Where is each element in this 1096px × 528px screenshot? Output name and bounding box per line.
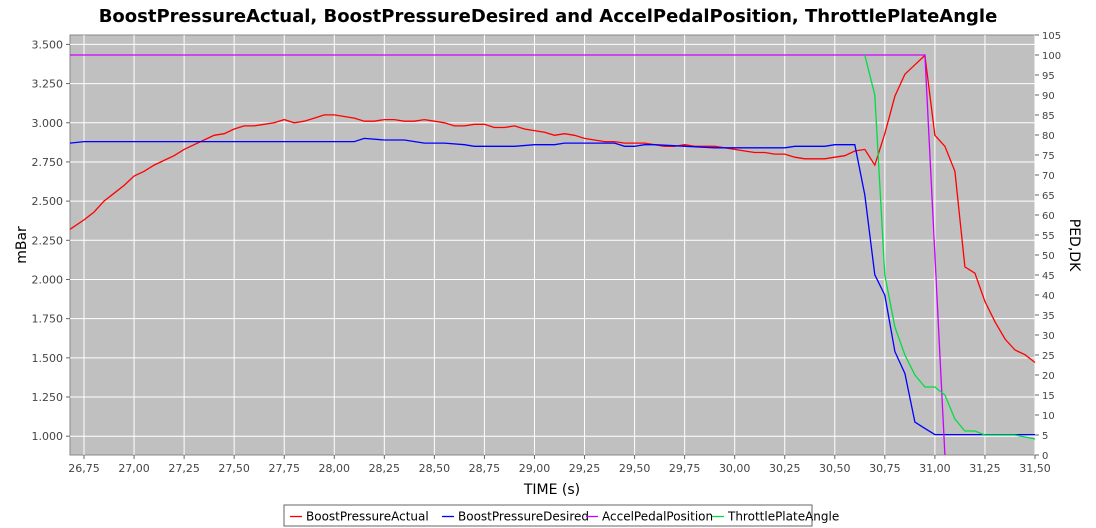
- x-tick-label: 30,50: [819, 462, 851, 475]
- y-tick-label: 2.250: [32, 234, 64, 247]
- y2-tick-label: 75: [1042, 151, 1055, 162]
- y-tick-label: 3.000: [32, 117, 64, 130]
- y2-tick-label: 105: [1042, 31, 1061, 42]
- x-tick-label: 28,25: [369, 462, 401, 475]
- y-tick-label: 3.500: [32, 38, 64, 51]
- y-axis-right: 0 5 10 15 20 25 30 35 40 45 50 55 60 65 70 75 80 85 90 95 10…: [1035, 31, 1061, 462]
- y-tick-label: 2.000: [32, 273, 64, 286]
- y2-tick-label: 65: [1042, 191, 1055, 202]
- y2-tick-label: 80: [1042, 131, 1055, 142]
- x-tick-label: 30,75: [869, 462, 901, 475]
- x-axis-label: TIME (s): [523, 482, 580, 498]
- x-tick-label: 30,25: [769, 462, 801, 475]
- y2-tick-label: 90: [1042, 91, 1055, 102]
- y-axis-label: mBar: [14, 226, 30, 264]
- x-tick-label: 29,25: [569, 462, 601, 475]
- x-tick-label: 31,25: [969, 462, 1001, 475]
- x-tick-label: 26,75: [68, 462, 100, 475]
- legend-box: [283, 504, 813, 527]
- x-tick-label: 27,25: [168, 462, 200, 475]
- series-line-accel-pedal-position: [70, 54, 946, 456]
- x-tick-label: 28,75: [469, 462, 501, 475]
- grid-lines: [70, 35, 1036, 455]
- y2-tick-label: 20: [1042, 371, 1055, 382]
- x-tick-label: 31,50: [1019, 462, 1051, 475]
- y2-axis-label: PED,DK: [1066, 219, 1082, 272]
- y2-tick-label: 30: [1042, 331, 1055, 342]
- y2-tick-label: 25: [1042, 351, 1055, 362]
- y2-tick-label: 5: [1042, 431, 1048, 442]
- y-tick-label: 1.750: [32, 313, 64, 326]
- series-line-boost-pressure-desired: [69, 137, 1035, 436]
- x-tick-label: 29,75: [669, 462, 701, 475]
- x-tick-label: 27,75: [268, 462, 300, 475]
- x-tick-label: 27,50: [218, 462, 250, 475]
- legend-label: ThrottlePlateAngle: [727, 510, 839, 524]
- plot-area: [69, 34, 1036, 456]
- x-tick-label: 29,50: [619, 462, 651, 475]
- y2-tick-label: 70: [1042, 171, 1055, 182]
- y-tick-label: 1.000: [32, 430, 64, 443]
- y-tick-label: 1.500: [32, 352, 64, 365]
- y2-tick-label: 35: [1042, 311, 1055, 322]
- y2-tick-label: 50: [1042, 251, 1055, 262]
- x-tick-label: 30,00: [719, 462, 751, 475]
- y2-tick-label: 45: [1042, 271, 1055, 282]
- chart-title: BoostPressureActual, BoostPressureDesire…: [99, 6, 998, 27]
- y2-tick-label: 55: [1042, 231, 1055, 242]
- series-line-throttle-plate-angle: [864, 54, 1036, 440]
- x-tick-label: 31,00: [919, 462, 951, 475]
- legend-label: AccelPedalPosition: [602, 510, 713, 524]
- y-tick-label: 1.250: [32, 391, 64, 404]
- x-axis: 26,75 27,00 27,25 27,50 27,75 28,00 28,25 28,50…: [68, 455, 1051, 475]
- y-tick-label: 2.750: [32, 156, 64, 169]
- series-line-boost-pressure-actual: [69, 54, 1036, 364]
- y2-tick-label: 95: [1042, 71, 1055, 82]
- y-tick-label: 3.250: [32, 78, 64, 91]
- y2-tick-label: 15: [1042, 391, 1055, 402]
- y-tick-label: 2.500: [32, 195, 64, 208]
- y2-tick-label: 60: [1042, 211, 1055, 222]
- y2-tick-label: 85: [1042, 111, 1055, 122]
- legend-label: BoostPressureDesired: [458, 510, 589, 524]
- legend-label: BoostPressureActual: [306, 510, 429, 524]
- y2-tick-label: 100: [1042, 51, 1061, 62]
- legend: BoostPressureActual BoostPressureDesired A…: [283, 504, 839, 527]
- y-axis-left: 1.000 1.250 1.500 1.750 2.000 2.250 2.500 2.750…: [32, 38, 70, 443]
- y2-tick-label: 0: [1042, 451, 1048, 462]
- y2-tick-label: 10: [1042, 411, 1055, 422]
- x-tick-label: 27,00: [118, 462, 150, 475]
- x-tick-label: 29,00: [519, 462, 551, 475]
- x-tick-label: 28,00: [319, 462, 351, 475]
- y2-tick-label: 40: [1042, 291, 1055, 302]
- x-tick-label: 28,50: [419, 462, 451, 475]
- series-layer: [69, 54, 1036, 456]
